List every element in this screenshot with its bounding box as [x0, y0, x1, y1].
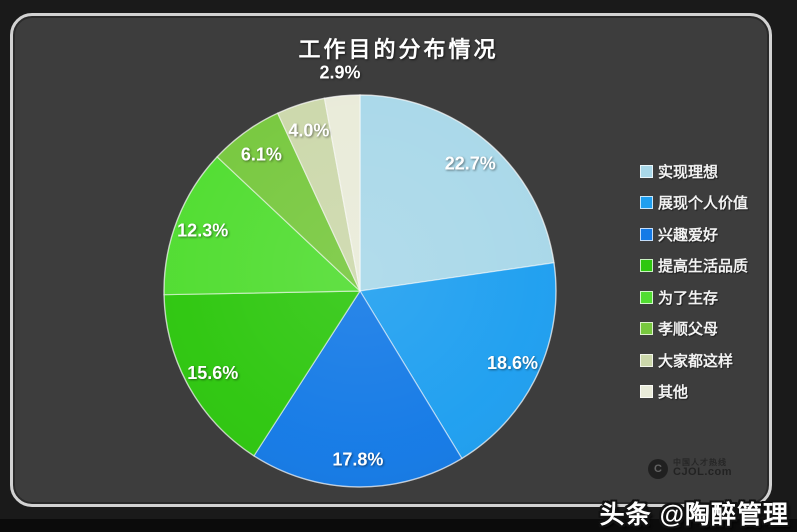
legend-swatch-icon: [640, 385, 653, 398]
pie-slice-label-5: 12.3%: [177, 220, 228, 240]
cjol-logo-glyph: C: [654, 463, 662, 475]
pie-legend: 实现理想展现个人价值 兴趣爱好提高生活品质 为了生存孝顺父母大家都这样其他: [640, 160, 748, 403]
legend-swatch-icon: [640, 196, 653, 209]
pie-slice-label-2: 18.6%: [487, 353, 538, 373]
legend-label: 为了生存: [658, 289, 719, 307]
pie-slice-label-6: 6.1%: [241, 144, 282, 164]
pie-slice-label-7: 4.0%: [288, 120, 329, 140]
legend-swatch-icon: [640, 353, 653, 367]
legend-swatch-icon: [640, 259, 653, 272]
legend-swatch-icon: [640, 290, 653, 304]
legend-label: 实现理想: [658, 163, 719, 181]
legend-item-5: 为了生存: [640, 286, 748, 308]
watermark-line1: 中国人才热线: [673, 458, 727, 468]
legend-label: 大家都这样: [658, 352, 734, 370]
legend-swatch-icon: [640, 227, 653, 241]
footer-credit: 头条 @陶醉管理: [599, 501, 789, 529]
legend-item-6: 孝顺父母: [640, 318, 748, 340]
watermark: C 中国人才热线 CJOL.com: [648, 458, 733, 479]
pie-slice-label-3: 17.8%: [332, 450, 383, 470]
cjol-logo-icon: C: [648, 459, 668, 479]
bottom-strip: [0, 519, 797, 532]
pie-gloss-overlay: [163, 94, 557, 488]
pie-slice-label-4: 15.6%: [187, 363, 238, 383]
chart-title: 工作目的分布情况: [298, 37, 499, 62]
legend-item-2: 展现个人价值: [640, 192, 748, 214]
legend-item-8: 其他: [640, 381, 748, 403]
legend-item-4: 提高生活品质: [640, 255, 748, 277]
legend-item-3: 兴趣爱好: [640, 223, 748, 245]
pie-labels: 22.7% 18.6% 17.8% 15.6% 12.3% 6.1% 4.0% 2.9%: [177, 62, 538, 469]
pie-slice-label-1: 22.7%: [445, 154, 496, 174]
legend-label: 展现个人价值: [658, 195, 749, 212]
legend-label: 孝顺父母: [658, 321, 719, 338]
pie-slice-label-8: 2.9%: [319, 62, 360, 82]
legend-label: 提高生活品质: [658, 258, 749, 275]
legend-swatch-icon: [640, 322, 653, 335]
legend-label: 兴趣爱好: [658, 226, 719, 244]
legend-swatch-icon: [640, 164, 653, 178]
legend-label: 其他: [658, 384, 689, 401]
legend-item-1: 实现理想: [640, 160, 748, 182]
watermark-line2: CJOL.com: [673, 466, 733, 479]
legend-item-7: 大家都这样: [640, 349, 748, 371]
